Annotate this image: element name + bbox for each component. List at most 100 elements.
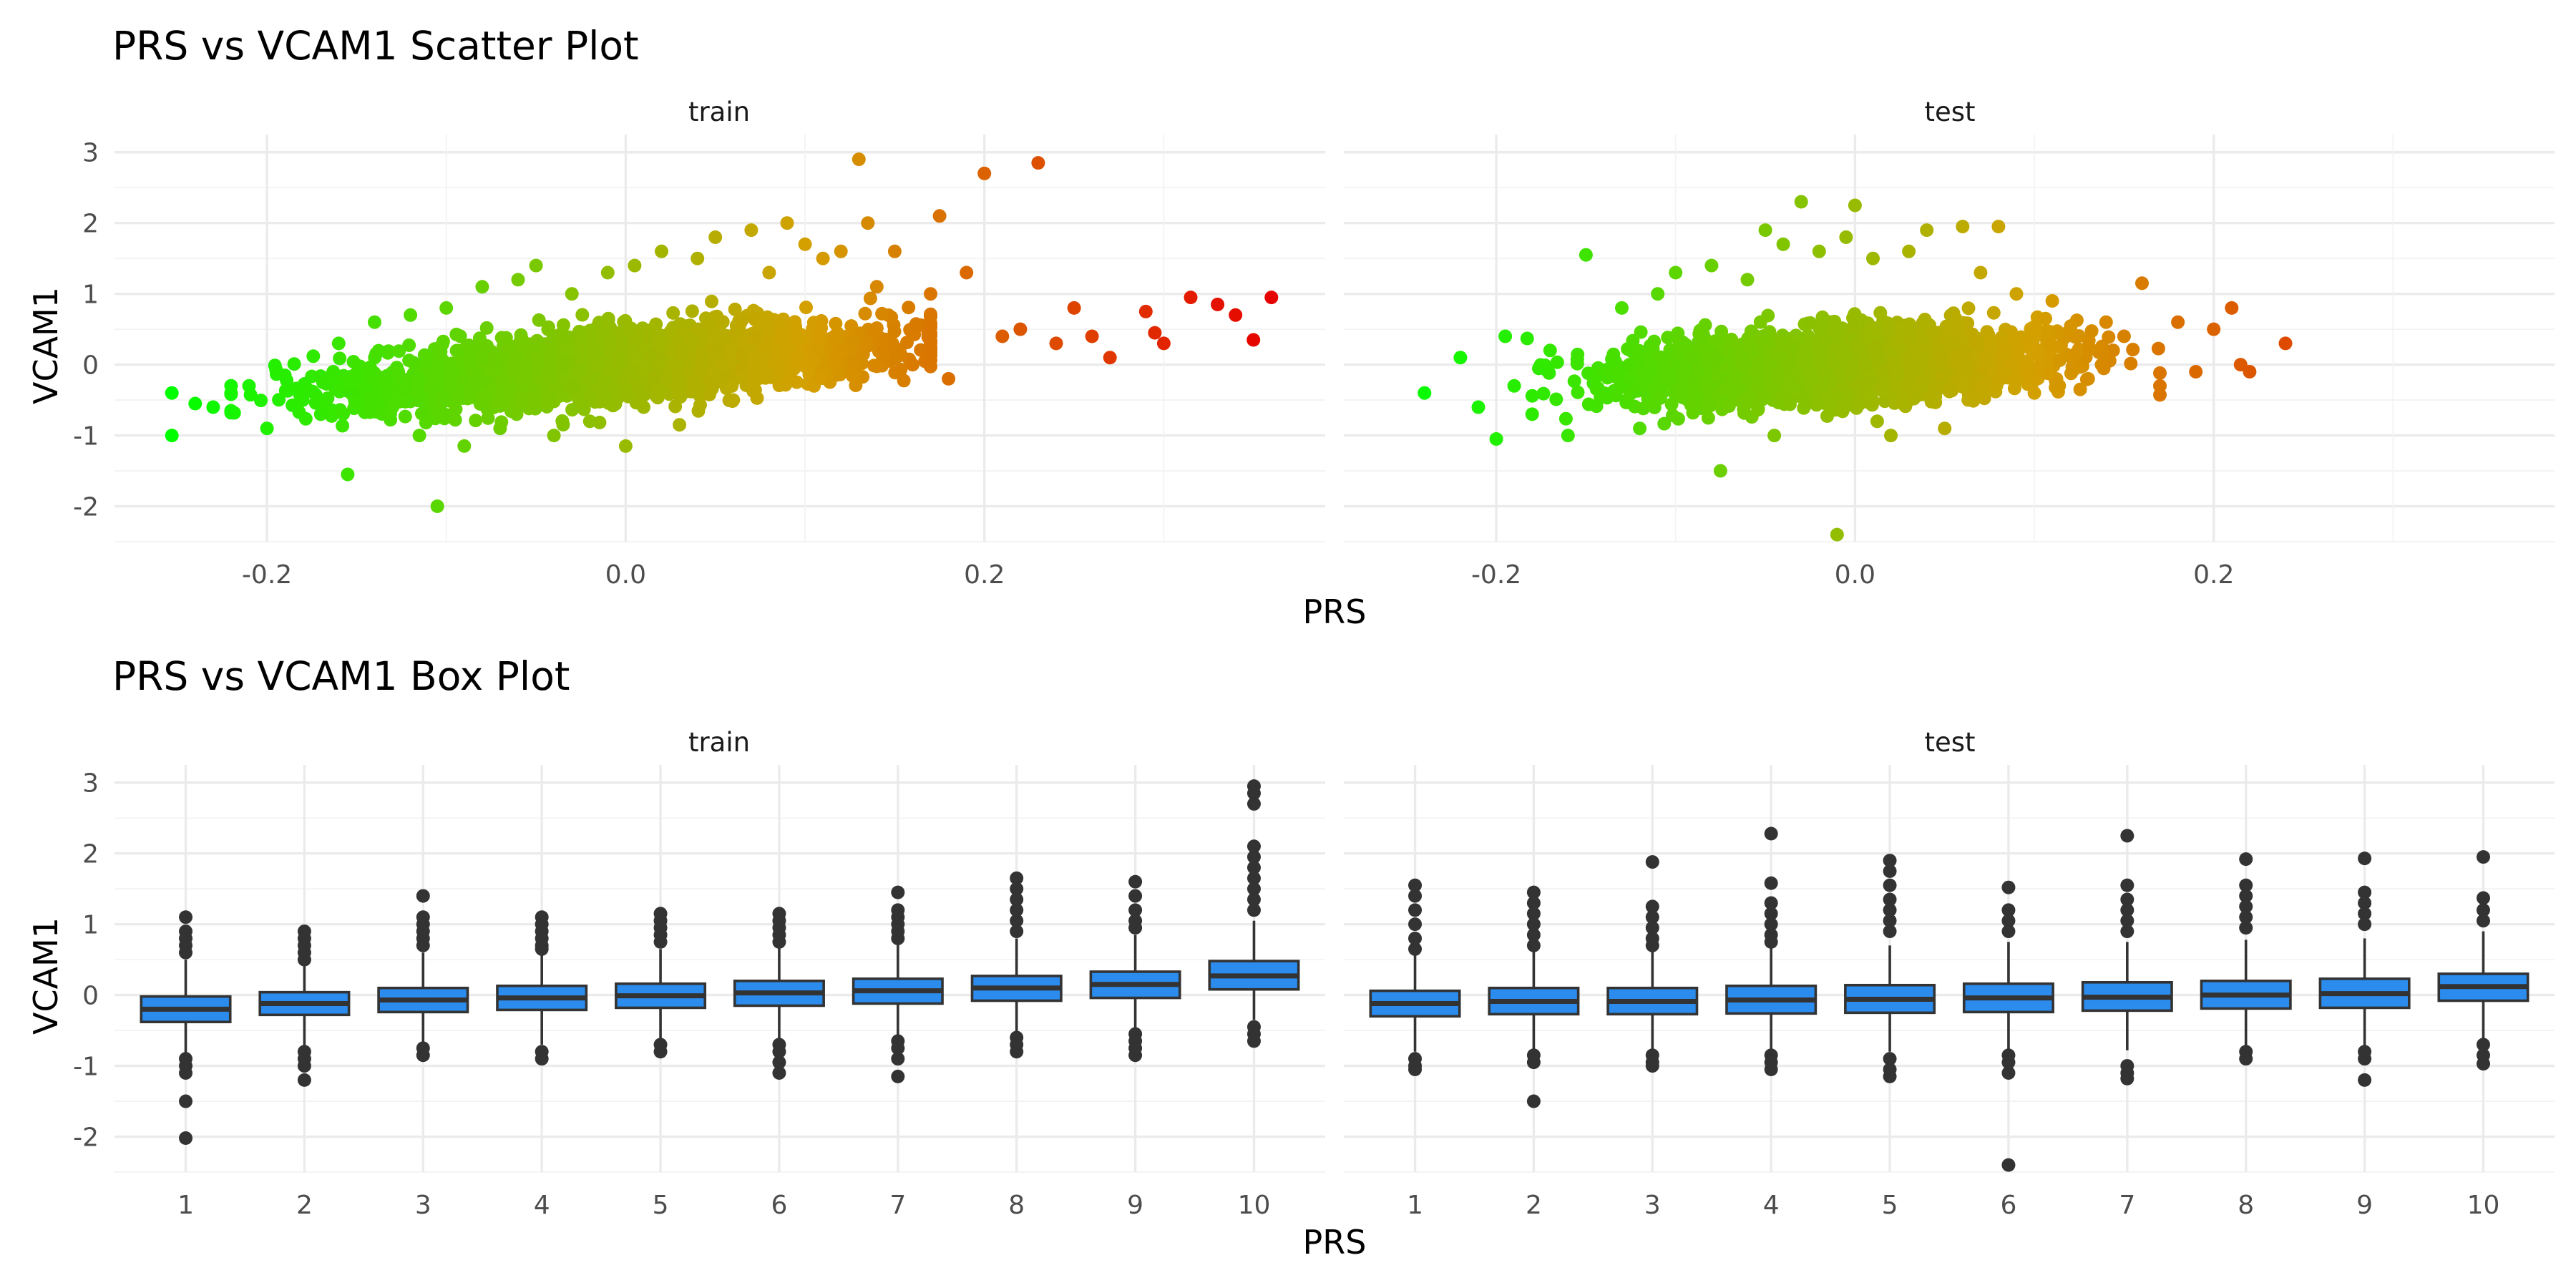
scatter-point xyxy=(829,333,843,347)
scatter-point-cloud-test xyxy=(1520,301,2167,431)
scatter-point xyxy=(1961,316,1975,331)
scatter-point xyxy=(224,386,238,400)
scatter-point xyxy=(556,418,570,431)
scatter-point xyxy=(691,251,705,265)
scatter-point xyxy=(544,371,558,386)
scatter-point xyxy=(602,333,616,347)
scatter-point xyxy=(540,399,554,414)
box-x-axis-label: PRS xyxy=(1303,1223,1367,1262)
scatter-point xyxy=(1156,336,1171,351)
scatter-point xyxy=(2151,341,2165,356)
scatter-point xyxy=(780,216,794,230)
scatter-x-tick-label: 0.2 xyxy=(2193,560,2234,590)
scatter-point xyxy=(1895,396,1909,410)
scatter-point xyxy=(1986,306,2001,320)
scatter-point xyxy=(468,377,482,391)
scatter-point xyxy=(1980,325,1994,339)
scatter-panel-test: -0.2 0.0 0.2 xyxy=(1344,135,2555,590)
scatter-y-tick-label: -1 xyxy=(73,422,99,452)
scatter-point xyxy=(430,499,444,513)
scatter-point xyxy=(1570,352,1584,366)
scatter-point xyxy=(1031,156,1045,170)
scatter-point xyxy=(371,343,386,358)
scatter-point xyxy=(673,418,687,432)
scatter-point xyxy=(1532,361,1546,376)
scatter-point xyxy=(336,407,351,421)
scatter-point xyxy=(1961,393,1976,407)
scatter-point xyxy=(887,324,902,338)
scatter-point xyxy=(811,343,825,357)
scatter-y-tick-label: 2 xyxy=(82,210,99,239)
scatter-point xyxy=(746,370,761,384)
scatter-point xyxy=(924,307,937,321)
scatter-point xyxy=(439,301,454,315)
scatter-point xyxy=(444,379,459,393)
scatter-point xyxy=(2019,361,2034,375)
scatter-point xyxy=(2039,323,2054,338)
scatter-point xyxy=(779,349,793,364)
scatter-point xyxy=(361,369,376,383)
scatter-point xyxy=(565,287,579,301)
scatter-point xyxy=(774,363,788,377)
scatter-point xyxy=(384,413,398,427)
scatter-point xyxy=(1588,372,1601,386)
scatter-point xyxy=(812,328,826,342)
scatter-point xyxy=(860,336,874,351)
scatter-point xyxy=(710,309,724,323)
scatter-point xyxy=(863,291,877,306)
box-facet-label-train: train xyxy=(688,727,750,758)
scatter-point xyxy=(582,414,597,429)
scatter-point xyxy=(666,306,680,320)
scatter-point xyxy=(1722,399,1736,413)
scatter-point xyxy=(726,393,741,407)
scatter-point xyxy=(648,369,663,384)
scatter-point xyxy=(260,421,274,436)
scatter-point xyxy=(1264,291,1279,305)
scatter-point xyxy=(1211,298,1225,311)
scatter-point xyxy=(1830,389,1843,403)
scatter-point xyxy=(888,351,902,366)
scatter-point xyxy=(341,467,355,482)
scatter-point xyxy=(870,359,884,374)
scatter-point xyxy=(897,374,911,388)
scatter-point xyxy=(398,409,412,424)
scatter-point xyxy=(532,313,546,327)
scatter-point xyxy=(744,223,758,238)
scatter-point xyxy=(448,413,462,427)
scatter-point xyxy=(2052,379,2067,393)
scatter-point xyxy=(691,383,705,397)
scatter-point xyxy=(292,405,306,419)
scatter-point xyxy=(287,357,301,371)
scatter-point xyxy=(577,342,592,356)
scatter-point xyxy=(165,386,179,400)
scatter-x-tick-label: 0.0 xyxy=(1835,560,1875,590)
scatter-point xyxy=(598,374,613,388)
scatter-x-tick-label: 0.0 xyxy=(605,560,646,590)
scatter-point xyxy=(728,327,743,341)
scatter-point xyxy=(1654,350,1668,364)
scatter-point xyxy=(1624,386,1638,401)
scatter-point xyxy=(242,379,256,393)
scatter-point xyxy=(426,381,440,395)
scatter-point xyxy=(735,313,749,328)
scatter-point xyxy=(590,360,603,374)
scatter-point xyxy=(1567,374,1581,389)
scatter-point xyxy=(774,314,788,328)
scatter-point xyxy=(1710,351,1724,365)
scatter-point xyxy=(1647,396,1662,411)
scatter-point xyxy=(359,381,373,395)
scatter-point xyxy=(469,414,483,428)
scatter-point xyxy=(516,379,530,393)
scatter-point xyxy=(2124,356,2138,371)
scatter-point xyxy=(1721,346,1735,360)
scatter-point xyxy=(626,353,640,368)
scatter-point xyxy=(326,365,341,379)
scatter-point xyxy=(487,351,501,365)
scatter-point xyxy=(2083,341,2097,356)
scatter-point xyxy=(1846,320,1860,334)
scatter-point xyxy=(641,329,655,343)
scatter-point xyxy=(1013,322,1028,336)
scatter-point xyxy=(479,321,494,335)
scatter-point xyxy=(2039,311,2052,326)
scatter-point xyxy=(628,258,642,273)
